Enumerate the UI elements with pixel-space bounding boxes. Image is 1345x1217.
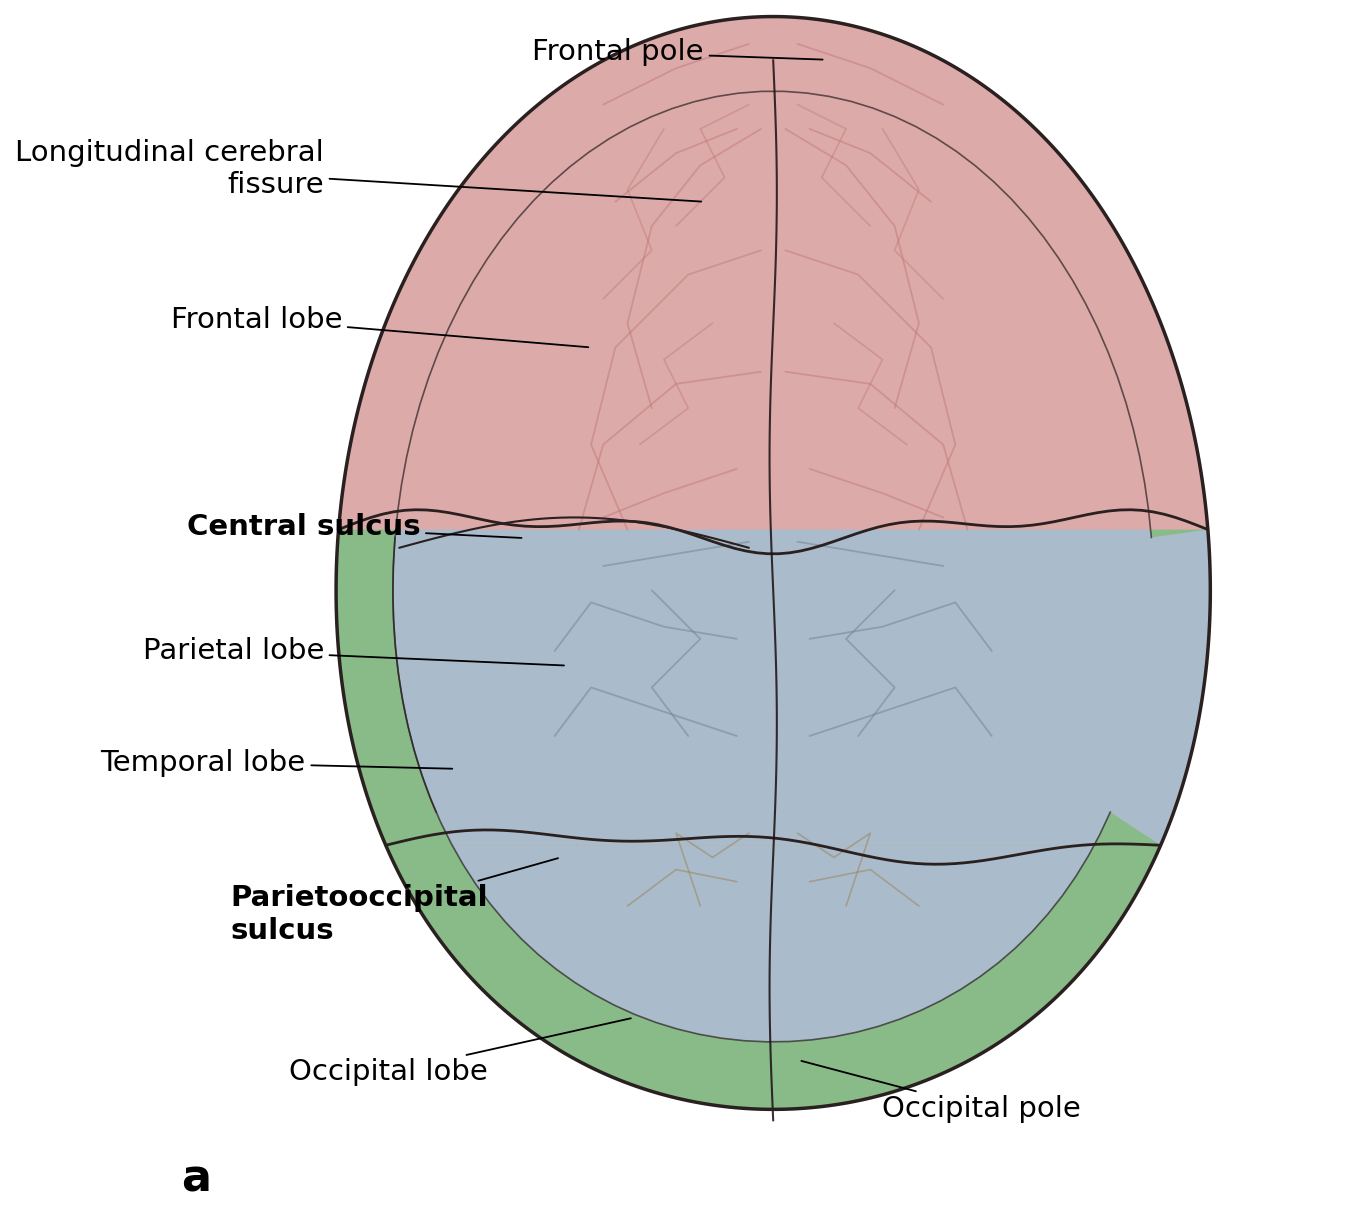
Text: Central sulcus: Central sulcus — [187, 514, 522, 542]
Polygon shape — [336, 17, 1208, 1110]
Text: Parietooccipital
sulcus: Parietooccipital sulcus — [230, 858, 558, 944]
Text: Occipital pole: Occipital pole — [802, 1061, 1081, 1123]
Text: Occipital lobe: Occipital lobe — [289, 1019, 631, 1087]
Text: Parietal lobe: Parietal lobe — [143, 636, 564, 666]
Text: Temporal lobe: Temporal lobe — [101, 748, 452, 776]
Polygon shape — [336, 529, 436, 846]
Polygon shape — [339, 17, 1208, 529]
Text: Frontal lobe: Frontal lobe — [171, 305, 588, 347]
Text: Frontal pole: Frontal pole — [533, 39, 823, 67]
Text: Longitudinal cerebral
fissure: Longitudinal cerebral fissure — [15, 139, 701, 202]
Polygon shape — [386, 846, 1161, 1110]
Text: a: a — [182, 1157, 211, 1201]
Polygon shape — [336, 17, 1208, 1110]
Polygon shape — [336, 17, 1210, 1110]
